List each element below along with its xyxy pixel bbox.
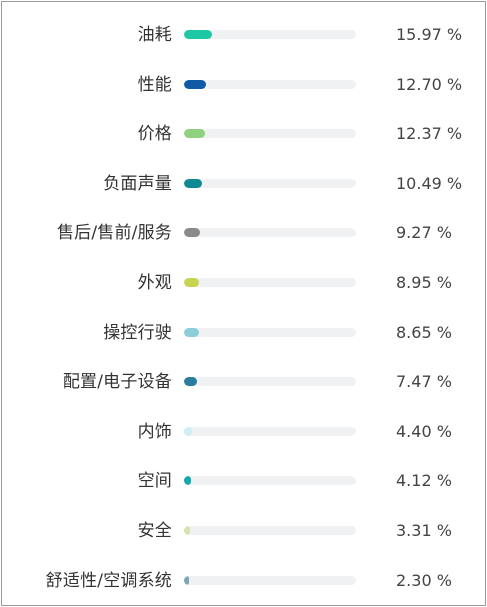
value-label: 4.40 % <box>396 421 452 441</box>
bar-fill <box>184 79 206 89</box>
value-label: 12.37 % <box>396 124 463 144</box>
bar-row: 内饰 4.40 % <box>2 417 485 447</box>
bar-track <box>184 228 356 238</box>
bar-fill <box>184 575 189 585</box>
value-label: 7.47 % <box>396 372 452 392</box>
value-label: 12.70 % <box>396 74 463 94</box>
category-label: 舒适性/空调系统 <box>45 570 172 591</box>
value-label: 2.30 % <box>396 570 452 590</box>
bar-row: 安全 3.31 % <box>2 516 485 546</box>
category-label: 外观 <box>137 273 172 293</box>
bar-row: 售后/售前/服务 9.27 % <box>2 218 485 248</box>
bar-track <box>184 575 356 585</box>
bar-fill <box>184 426 192 436</box>
bar-fill <box>184 228 200 238</box>
bar-row: 油耗 15.97 % <box>2 20 485 50</box>
bar-track <box>184 377 356 387</box>
bar-row: 负面声量 10.49 % <box>2 169 485 199</box>
value-label: 8.95 % <box>396 273 452 292</box>
category-label: 油耗 <box>137 25 172 45</box>
bar-row: 价格 12.37 % <box>2 119 485 149</box>
bar-fill <box>184 327 199 337</box>
category-label: 内饰 <box>137 421 172 442</box>
value-label: 9.27 % <box>396 223 452 243</box>
category-label: 售后/售前/服务 <box>56 223 172 244</box>
category-label: 负面声量 <box>103 173 172 194</box>
bar-track <box>184 526 356 535</box>
bar-fill <box>184 526 190 535</box>
bar-track <box>184 476 356 486</box>
bar-fill <box>184 377 197 387</box>
bar-row: 配置/电子设备 7.47 % <box>2 367 485 397</box>
category-label: 配置/电子设备 <box>62 372 172 393</box>
bar-track <box>184 30 356 39</box>
bar-row: 外观 8.95 % <box>2 268 485 298</box>
bar-row: 舒适性/空调系统 2.30 % <box>2 566 485 596</box>
bar-fill <box>184 178 202 188</box>
category-label: 安全 <box>137 521 172 541</box>
bar-fill <box>184 476 192 486</box>
bar-fill <box>184 129 206 139</box>
category-label: 性能 <box>137 74 172 95</box>
bar-fill <box>184 30 212 39</box>
bar-track <box>184 327 356 337</box>
value-label: 15.97 % <box>396 25 463 44</box>
category-label: 空间 <box>137 471 172 492</box>
value-label: 3.31 % <box>396 521 452 540</box>
bar-track <box>184 178 356 188</box>
value-label: 8.65 % <box>396 322 452 342</box>
value-label: 10.49 % <box>396 173 463 193</box>
bar-track <box>184 129 356 139</box>
category-label: 价格 <box>137 124 172 145</box>
category-label: 操控行驶 <box>103 322 172 343</box>
bar-row: 空间 4.12 % <box>2 466 485 496</box>
bar-track <box>184 79 356 89</box>
bar-track <box>184 426 356 436</box>
bar-fill <box>184 278 200 287</box>
bar-row: 操控行驶 8.65 % <box>2 318 485 348</box>
bar-track <box>184 278 356 287</box>
value-label: 4.12 % <box>396 471 452 491</box>
bar-row: 性能 12.70 % <box>2 70 485 100</box>
